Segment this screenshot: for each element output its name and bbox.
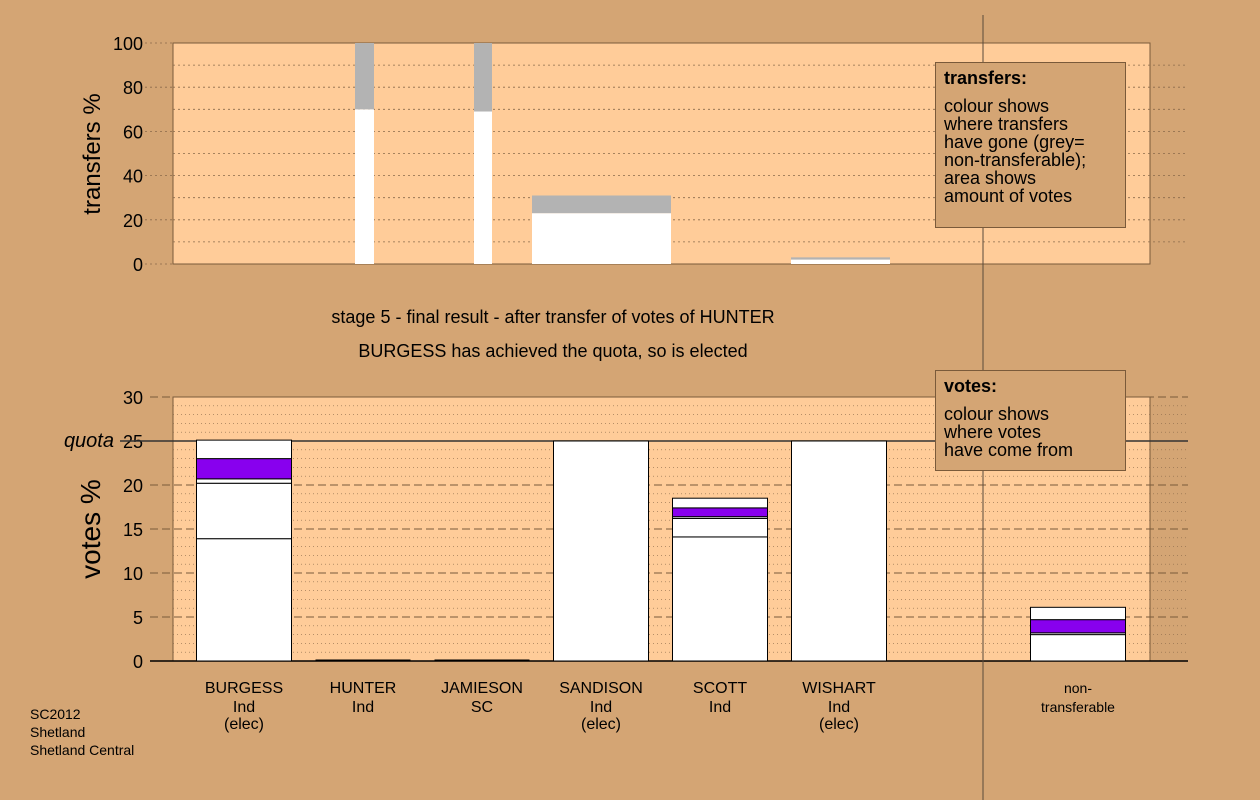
category-party-label: Ind [233, 699, 255, 716]
transfers-bar-white-wishart [791, 259, 890, 264]
transfers-tick-label: 60 [123, 122, 143, 142]
category-party-label: Ind [828, 699, 850, 716]
transfers-tick-label: 20 [123, 211, 143, 231]
category-name-label: non- [1064, 680, 1092, 696]
category-status-label: (elec) [819, 716, 859, 733]
credit-block: SC2012 Shetland Shetland Central [30, 705, 134, 759]
category-party-label: Ind [352, 699, 374, 716]
credit-line: Shetland Central [30, 742, 135, 758]
votes-legend-line: have come from [944, 440, 1074, 460]
votes-bar-segment-scott [672, 517, 768, 538]
votes-legend-line: colour shows [944, 404, 1050, 424]
votes-bar-segment-sandison [553, 440, 649, 662]
transfers-bar-grey-sandison [532, 195, 671, 214]
stage-subtitle: BURGESS has achieved the quota, so is el… [358, 341, 747, 361]
votes-tick-label: 30 [123, 388, 143, 408]
transfers-legend-line: where transfers [944, 114, 1069, 134]
votes-axis-label: votes % [75, 479, 106, 579]
transfers-legend-title: transfers: [944, 68, 1028, 88]
transfers-legend-line: area shows [944, 168, 1037, 188]
transfers-legend-line: have gone (grey= [944, 132, 1085, 152]
transfers-legend: transfers: colour shows where transfers … [935, 62, 1126, 228]
votes-bar-segment-scott [672, 536, 768, 662]
stage-title: stage 5 - final result - after transfer … [331, 307, 774, 327]
votes-tick-label: 25 [123, 432, 143, 452]
transfers-bar-white-sandison [532, 213, 671, 264]
votes-bar-segment-non [1030, 606, 1126, 621]
votes-tick-label: 20 [123, 476, 143, 496]
votes-legend-title: votes: [944, 376, 998, 396]
votes-tick-label: 10 [123, 564, 143, 584]
category-party-label: Ind [590, 699, 612, 716]
votes-bar-segment-non [1030, 619, 1126, 634]
transfers-bar-white-jamieson [474, 111, 492, 264]
transfers-bar-grey-jamieson [474, 43, 492, 112]
transfers-bar-grey-hunter [355, 43, 374, 110]
votes-bar-segment-wishart [791, 440, 887, 662]
votes-bar-segment-non [1030, 634, 1126, 662]
votes-tick-label: 5 [133, 608, 143, 628]
category-name-label: SANDISON [559, 680, 643, 697]
votes-bar-segment-burgess [196, 478, 292, 484]
votes-bar-segment-burgess [196, 538, 292, 662]
category-name-label: SCOTT [693, 680, 747, 697]
category-party-label: SC [471, 699, 493, 716]
category-name-label: BURGESS [205, 680, 283, 697]
transfers-bar-grey-wishart [791, 257, 890, 260]
votes-bar-segment-burgess [196, 482, 292, 540]
votes-bar-segment-burgess [196, 458, 292, 480]
transfers-bar-white-hunter [355, 109, 374, 264]
transfers-tick-label: 0 [133, 255, 143, 275]
transfers-legend-line: colour shows [944, 96, 1050, 116]
category-status-label: (elec) [581, 716, 621, 733]
category-name-label: HUNTER [330, 680, 397, 697]
category-party-label: Ind [709, 699, 731, 716]
category-status-label: (elec) [224, 716, 264, 733]
votes-tick-label: 15 [123, 520, 143, 540]
quota-label: quota [64, 430, 114, 452]
votes-bar-segment-burgess [196, 439, 292, 460]
credit-line: SC2012 [30, 706, 81, 722]
transfers-legend-line: amount of votes [944, 186, 1073, 206]
transfers-legend-line: non-transferable); [944, 150, 1087, 170]
votes-bar-segment-scott [672, 507, 768, 518]
transfers-tick-label: 100 [113, 34, 143, 54]
votes-tick-label: 0 [133, 652, 143, 672]
category-name-label: WISHART [802, 680, 876, 697]
category-party-label: transferable [1041, 699, 1115, 715]
category-name-label: JAMIESON [441, 680, 523, 697]
votes-legend: votes: colour shows where votes have com… [935, 370, 1126, 471]
transfers-tick-label: 40 [123, 167, 143, 187]
votes-bar-segment-scott [672, 497, 768, 509]
votes-legend-line: where votes [944, 422, 1042, 442]
transfers-tick-label: 80 [123, 78, 143, 98]
credit-line: Shetland [30, 724, 86, 740]
transfers-axis-label: transfers % [79, 93, 106, 214]
